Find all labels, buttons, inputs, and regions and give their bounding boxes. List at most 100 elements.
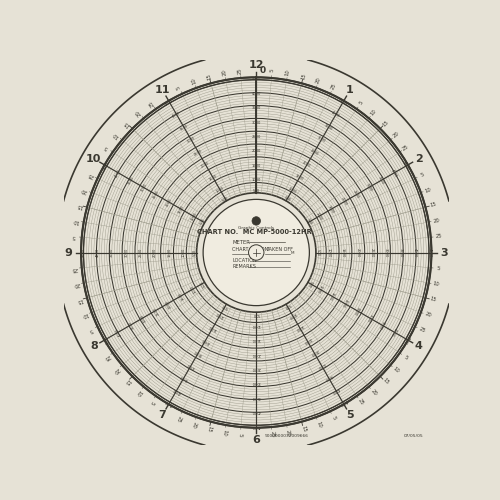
Text: 4000: 4000 [330, 111, 340, 119]
Text: 25: 25 [148, 98, 156, 107]
Text: 4: 4 [414, 341, 422, 351]
Text: 4500: 4500 [164, 398, 174, 406]
Text: 3000: 3000 [124, 248, 128, 257]
Text: 25: 25 [357, 398, 365, 406]
Text: 500: 500 [252, 312, 260, 316]
Text: 25: 25 [102, 354, 110, 362]
Text: 4000: 4000 [114, 168, 123, 178]
Text: 1000: 1000 [252, 322, 261, 326]
Text: 20: 20 [112, 366, 120, 374]
Text: 25: 25 [238, 66, 243, 74]
Text: 25: 25 [435, 234, 442, 239]
Text: 2500: 2500 [309, 348, 319, 356]
Text: 10: 10 [134, 388, 143, 397]
Text: 5: 5 [346, 410, 354, 420]
Text: 11: 11 [155, 85, 170, 95]
Text: 5: 5 [148, 400, 154, 405]
Text: 2500: 2500 [139, 248, 143, 257]
Text: 20: 20 [424, 312, 432, 318]
Text: 0: 0 [260, 66, 266, 76]
Text: 3000: 3000 [140, 312, 148, 322]
Text: 3000: 3000 [364, 182, 373, 192]
Text: 500: 500 [306, 279, 313, 287]
Text: 500: 500 [192, 249, 196, 256]
Text: 1000: 1000 [326, 248, 330, 257]
Text: 6: 6 [252, 435, 260, 445]
Text: 4000: 4000 [252, 410, 261, 414]
Text: 2500: 2500 [252, 135, 261, 139]
Text: 15: 15 [382, 378, 390, 386]
Text: 1: 1 [346, 85, 354, 95]
Text: 15: 15 [123, 378, 131, 386]
Text: CHART NO.  MC MP-5000-12HR: CHART NO. MC MP-5000-12HR [197, 230, 312, 235]
Text: 5: 5 [436, 266, 440, 271]
Text: 4000: 4000 [96, 248, 100, 257]
Text: 1000: 1000 [215, 311, 225, 319]
Text: 3500: 3500 [127, 320, 136, 330]
Text: 25: 25 [418, 326, 426, 334]
Text: Graphic Controls: Graphic Controls [238, 226, 275, 230]
Text: 3000: 3000 [364, 312, 373, 322]
Text: 15: 15 [429, 202, 437, 208]
Text: 2000: 2000 [302, 336, 312, 344]
Text: 3: 3 [440, 248, 448, 258]
Text: 4500: 4500 [338, 98, 348, 106]
Text: 1500: 1500 [327, 291, 336, 301]
Text: 2000: 2000 [164, 197, 173, 207]
Text: 3500: 3500 [127, 176, 136, 186]
Text: 1000: 1000 [215, 186, 225, 194]
Text: 3000: 3000 [252, 380, 261, 384]
Text: 500: 500 [222, 196, 230, 202]
Text: 3500: 3500 [324, 374, 334, 382]
Text: 20: 20 [392, 131, 400, 139]
Text: M: M [255, 252, 258, 256]
Text: 4000: 4000 [390, 168, 398, 178]
Text: 9000000032009666: 9000000032009666 [265, 434, 309, 438]
Text: 2500: 2500 [152, 305, 160, 316]
Text: REMARKS: REMARKS [232, 264, 256, 269]
Text: 1500: 1500 [252, 337, 261, 341]
Text: 1500: 1500 [294, 324, 304, 332]
Text: 10: 10 [424, 186, 432, 194]
Text: 20: 20 [432, 218, 440, 224]
Text: 2000: 2000 [252, 150, 261, 154]
Text: 3000: 3000 [252, 120, 261, 124]
Text: 4000: 4000 [114, 327, 123, 337]
Text: 2000: 2000 [252, 352, 261, 356]
Text: 20: 20 [222, 68, 228, 76]
Text: 10: 10 [72, 218, 80, 224]
Text: 25: 25 [70, 266, 78, 271]
Text: 4500: 4500 [252, 424, 261, 428]
Text: 25: 25 [176, 414, 182, 422]
Text: 5: 5 [88, 327, 93, 333]
Text: 5: 5 [72, 234, 76, 239]
Text: 1000: 1000 [190, 284, 198, 294]
Text: 15: 15 [429, 296, 437, 303]
Circle shape [252, 216, 260, 225]
Text: 5: 5 [270, 68, 275, 72]
Text: 20: 20 [80, 186, 88, 194]
Text: 3500: 3500 [252, 106, 261, 110]
Text: 500: 500 [316, 249, 320, 256]
Text: M: M [291, 252, 294, 256]
Text: 25: 25 [402, 144, 410, 152]
Text: 4500: 4500 [164, 98, 174, 106]
Text: 15: 15 [76, 296, 84, 303]
Text: 1500: 1500 [168, 248, 172, 257]
Text: 2500: 2500 [194, 148, 203, 156]
Text: 5: 5 [358, 100, 364, 105]
Text: 1000: 1000 [190, 212, 198, 222]
Text: 2000: 2000 [356, 248, 360, 257]
Text: 2000: 2000 [340, 298, 348, 308]
Text: 20: 20 [370, 388, 378, 397]
Text: 12: 12 [248, 60, 264, 70]
Text: 4500: 4500 [402, 334, 410, 344]
Circle shape [203, 200, 310, 306]
Text: 15: 15 [76, 202, 84, 208]
Text: 500: 500 [200, 218, 206, 226]
Text: 4500: 4500 [252, 77, 261, 81]
Text: 3500: 3500 [179, 374, 189, 382]
Text: 9: 9 [65, 248, 72, 258]
Text: 10: 10 [432, 281, 440, 287]
Text: 4500: 4500 [402, 161, 410, 171]
